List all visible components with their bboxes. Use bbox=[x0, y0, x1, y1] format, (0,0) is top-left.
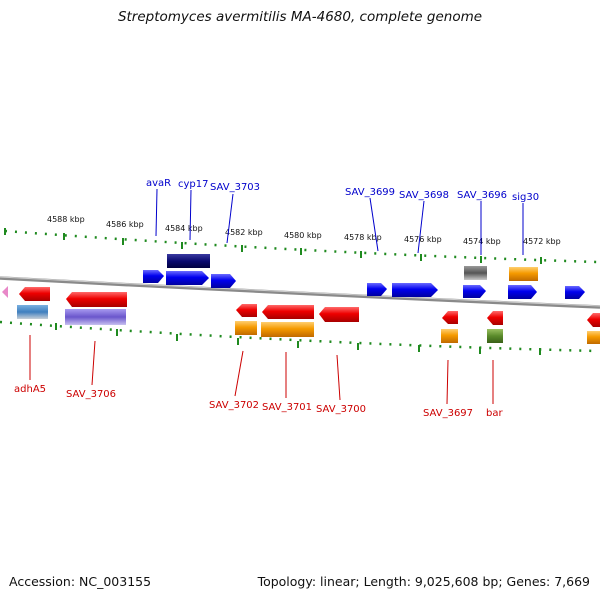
gene-label-SAV_3700: SAV_3700 bbox=[316, 404, 366, 415]
forward-gene-labels[interactable]: avaR cyp17 SAV_3703 SAV_3699 SAV_3698 SA… bbox=[146, 178, 539, 203]
reverse-label-lines bbox=[29, 335, 494, 405]
forward-strand-genes[interactable] bbox=[143, 254, 585, 299]
gene-block bbox=[587, 331, 600, 344]
gene-arrow bbox=[211, 274, 236, 288]
gene-label-SAV_3696: SAV_3696 bbox=[457, 190, 507, 201]
gene-block bbox=[441, 329, 458, 343]
gene-block bbox=[487, 329, 503, 343]
genome-title: Streptomyces avermitilis MA-4680, comple… bbox=[117, 9, 483, 25]
gene-arrow bbox=[442, 311, 458, 324]
gene-arrow bbox=[463, 285, 486, 298]
top-tick-track bbox=[4, 228, 599, 264]
gene-arrow bbox=[587, 313, 600, 327]
scale-label: 4584 kbp bbox=[165, 224, 203, 233]
gene-block bbox=[464, 266, 487, 280]
gene-block bbox=[509, 267, 538, 281]
scale-label: 4586 kbp bbox=[106, 220, 144, 229]
scale-labels: 4588 kbp 4586 kbp 4584 kbp 4582 kbp 4580… bbox=[47, 215, 561, 246]
reverse-gene-labels[interactable]: adhA5 SAV_3706 SAV_3702 SAV_3701 SAV_370… bbox=[14, 384, 503, 419]
gene-arrow bbox=[19, 287, 50, 301]
forward-label-lines bbox=[155, 188, 524, 255]
gene-arrow bbox=[166, 271, 209, 285]
scale-label: 4572 kbp bbox=[523, 237, 561, 246]
gene-arrow bbox=[565, 286, 585, 299]
gene-label-sig30: sig30 bbox=[512, 192, 539, 203]
gene-label-SAV_3703: SAV_3703 bbox=[210, 182, 260, 193]
gene-label-avaR: avaR bbox=[146, 178, 171, 189]
gene-arrow bbox=[487, 311, 503, 325]
gene-arrow bbox=[143, 270, 164, 283]
gene-label-SAV_3701: SAV_3701 bbox=[262, 402, 312, 413]
gene-label-cyp17: cyp17 bbox=[178, 179, 209, 190]
gene-label-bar: bar bbox=[486, 408, 503, 419]
gene-block bbox=[235, 321, 257, 335]
gene-arrow bbox=[367, 283, 387, 296]
gene-block bbox=[17, 305, 48, 319]
gene-arrow bbox=[262, 305, 314, 319]
scale-label: 4576 kbp bbox=[404, 235, 442, 244]
gene-label-SAV_3699: SAV_3699 bbox=[345, 187, 395, 198]
genome-backbone bbox=[0, 276, 600, 309]
scale-label: 4588 kbp bbox=[47, 215, 85, 224]
gene-arrow bbox=[2, 286, 8, 298]
gene-arrow bbox=[392, 283, 438, 297]
bottom-tick-track bbox=[0, 320, 599, 355]
scale-label: 4580 kbp bbox=[284, 231, 322, 240]
genome-summary-text: Topology: linear; Length: 9,025,608 bp; … bbox=[257, 574, 590, 589]
gene-arrow bbox=[319, 307, 359, 322]
reverse-strand-genes[interactable] bbox=[2, 286, 600, 344]
scale-label: 4578 kbp bbox=[344, 233, 382, 242]
gene-label-SAV_3697: SAV_3697 bbox=[423, 408, 473, 419]
gene-block bbox=[167, 254, 210, 268]
gene-label-SAV_3702: SAV_3702 bbox=[209, 400, 259, 411]
gene-arrow bbox=[508, 285, 537, 299]
accession-text: Accession: NC_003155 bbox=[9, 574, 152, 589]
scale-label: 4574 kbp bbox=[463, 237, 501, 246]
gene-arrow bbox=[236, 304, 257, 317]
scale-label: 4582 kbp bbox=[225, 228, 263, 237]
gene-arrow bbox=[66, 292, 127, 307]
gene-block bbox=[261, 322, 314, 337]
gene-label-SAV_3706: SAV_3706 bbox=[66, 389, 116, 400]
gene-label-SAV_3698: SAV_3698 bbox=[399, 190, 449, 201]
gene-label-adhA5: adhA5 bbox=[14, 384, 46, 395]
gene-block bbox=[65, 309, 126, 325]
